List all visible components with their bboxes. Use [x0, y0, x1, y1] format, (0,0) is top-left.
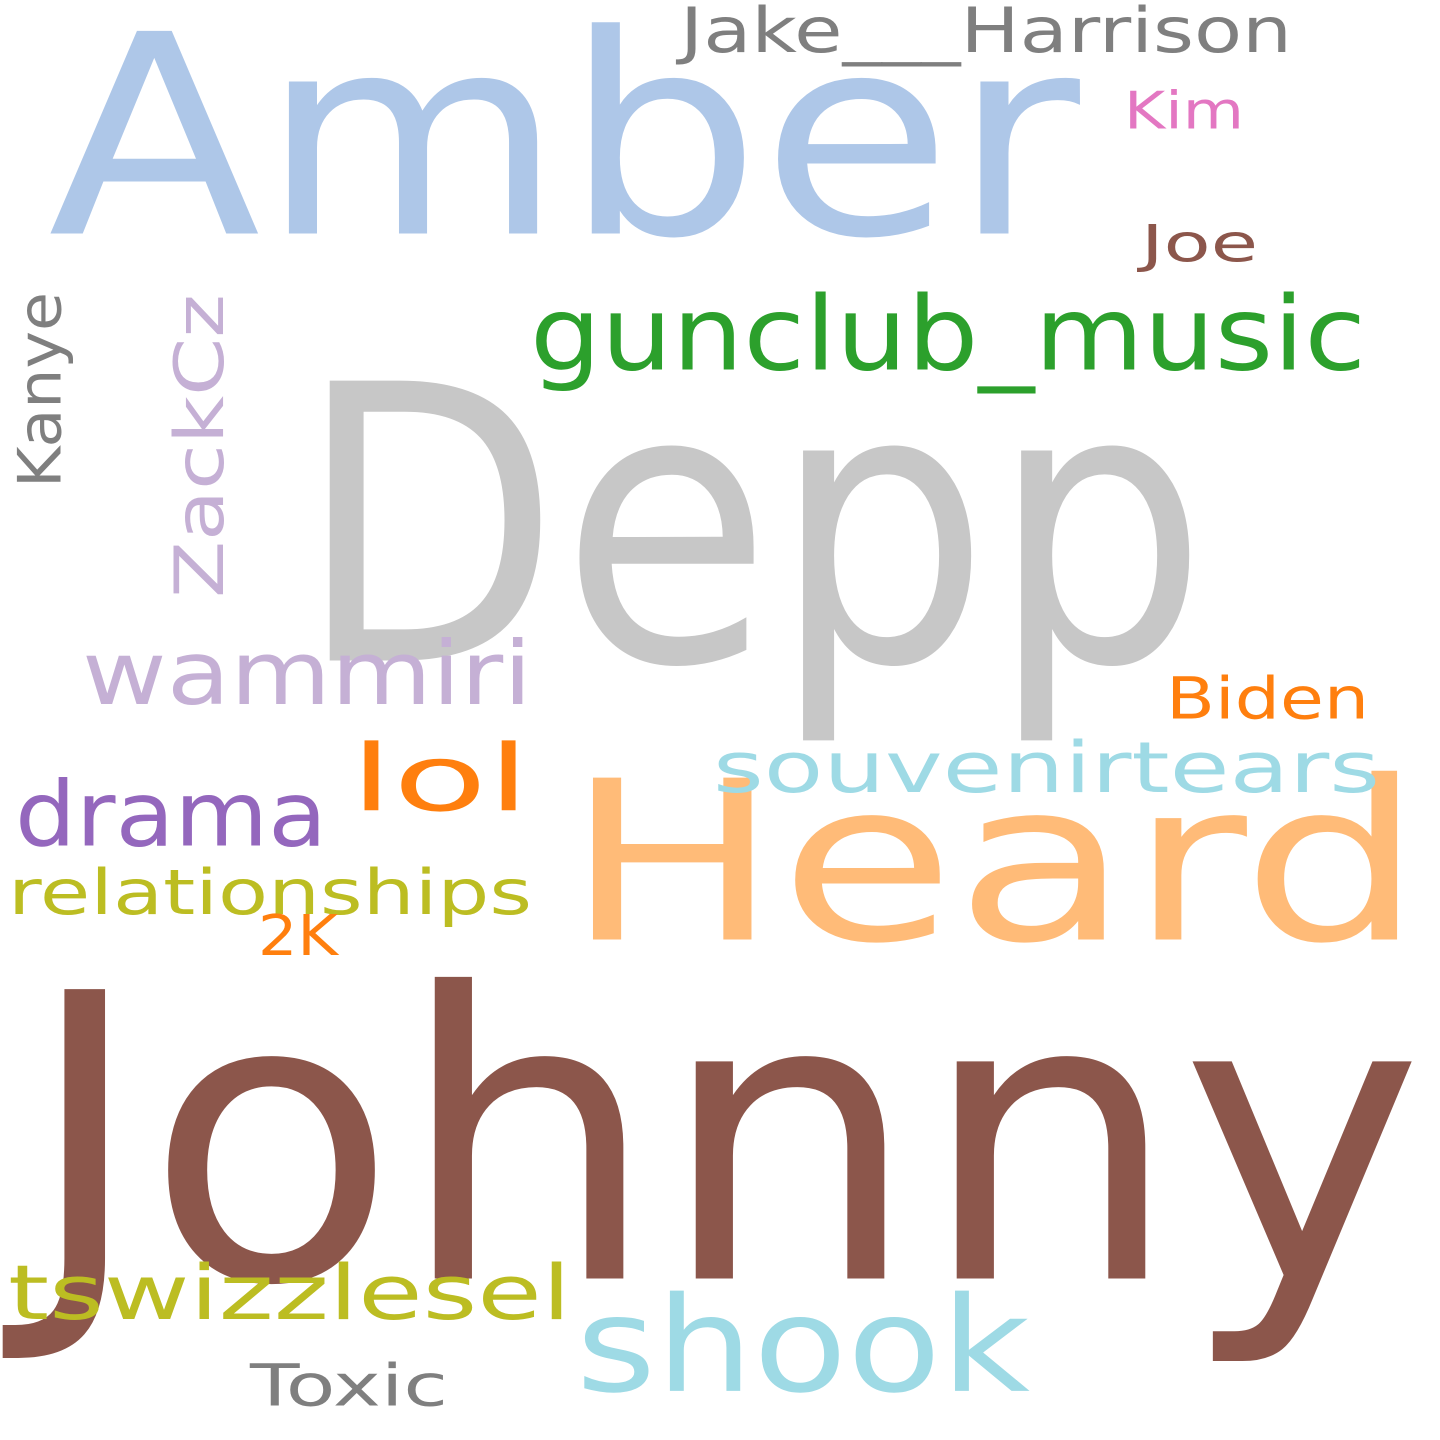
word-heard: Heard	[565, 733, 1423, 993]
word-kim: Kim	[1124, 80, 1244, 142]
word-shook: shook	[576, 1268, 1030, 1423]
word-souvenirtears: souvenirtears	[713, 726, 1380, 809]
word-tswizzlesel: tswizzlesel	[8, 1248, 571, 1338]
word-johnny: Johnny	[24, 909, 1424, 1374]
word-relationships: relationships	[8, 856, 532, 929]
word-depp: Depp	[296, 303, 1208, 753]
word-gunclub-music: gunclub_music	[530, 273, 1366, 395]
word-wammiri: wammiri	[82, 622, 532, 726]
word-lol: lol	[350, 724, 530, 833]
word-joe: Joe	[1141, 213, 1258, 275]
word-jake-harrison: Jake___Harrison	[680, 0, 1292, 67]
word-amber: Amber	[48, 0, 1080, 301]
word-kanye: Kanye	[4, 292, 75, 488]
word-drama: drama	[15, 761, 327, 868]
word-2k: 2K	[258, 902, 338, 969]
word-zackcz: ZackCz	[159, 294, 240, 598]
word-biden: Biden	[1166, 664, 1369, 733]
word-toxic: Toxic	[250, 1351, 448, 1420]
